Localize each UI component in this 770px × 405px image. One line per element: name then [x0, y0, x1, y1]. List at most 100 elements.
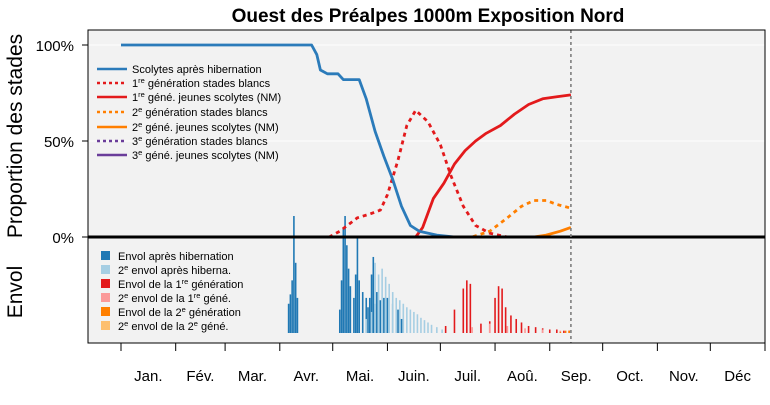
- x-ticks: [120, 343, 766, 351]
- plot-frame: [87, 29, 766, 344]
- flight-bar: [376, 292, 378, 333]
- flight-bar: [377, 274, 380, 333]
- x-tick-label: Jan.: [134, 368, 162, 385]
- series-line: [121, 199, 572, 239]
- flight-bar: [506, 325, 509, 333]
- legend-swatch: [101, 251, 110, 260]
- flight-bar: [406, 307, 408, 333]
- flight-bar: [427, 322, 429, 333]
- x-tick-labels: Jan. Fév. Mar. Avr. Mai. Juin. Juil. Aoû. Sep. Oc…: [134, 368, 751, 385]
- flight-bar: [444, 325, 447, 333]
- flight-bar: [564, 330, 567, 333]
- x-tick-label: Avr.: [293, 368, 319, 385]
- flight-bar: [296, 297, 299, 333]
- legend-text: Envol après hibernation: [118, 251, 234, 263]
- flight-bar: [462, 288, 465, 333]
- y-axis-label-bottom: Envol: [4, 266, 27, 319]
- curve-legend: Scolytes après hibernation 1re génératio…: [97, 64, 281, 162]
- flight-bar: [409, 309, 412, 333]
- x-tick-label: Aoû.: [507, 368, 538, 385]
- legend-label: 2e génération stades blancs: [132, 105, 268, 119]
- flight-bar: [397, 309, 399, 333]
- y-ticks: 100% 50% 0%: [36, 38, 88, 247]
- flight-bar: [365, 318, 368, 333]
- flight-bar: [541, 329, 544, 333]
- flight-bar: [293, 216, 295, 333]
- x-tick-label: Oct.: [616, 368, 644, 385]
- flight-bar: [548, 329, 551, 333]
- legend-swatch: [101, 321, 110, 330]
- flight-bar: [370, 274, 373, 333]
- flight-bar: [398, 300, 401, 333]
- legend-text: Scolytes après hibernation: [132, 64, 262, 76]
- legend-label: 2e envol de la 2e géné.: [118, 319, 229, 333]
- flight-bar: [346, 245, 348, 333]
- plot-background: [88, 30, 765, 343]
- legend-swatch: [101, 265, 110, 274]
- flight-bar: [356, 237, 359, 333]
- flight-bar: [370, 311, 373, 333]
- flight-bar: [416, 314, 419, 333]
- legend-item: Envol après hibernation: [101, 251, 234, 263]
- legend-label: Envol de la 2e génération: [118, 305, 241, 319]
- flight-bar: [501, 288, 503, 333]
- legend-label: Scolytes après hibernation: [132, 64, 262, 76]
- flight-bar: [342, 227, 345, 333]
- legend-item: 2e envol après hiberna.: [101, 263, 231, 277]
- legend-swatch: [101, 307, 110, 316]
- x-tick-label: Nov.: [669, 368, 699, 385]
- flight-bar: [441, 329, 443, 333]
- x-tick-label: Mai.: [346, 368, 374, 385]
- series-line: [121, 43, 571, 239]
- flight-bar: [400, 318, 403, 333]
- flight-bar: [344, 216, 346, 333]
- flight-bars: [287, 216, 570, 333]
- legend-item: 2e géné. jeunes scolytes (NM): [97, 120, 279, 134]
- flight-bar: [453, 309, 456, 333]
- flight-bar: [367, 307, 369, 333]
- legend-label: 2e envol de la 1re géné.: [118, 291, 231, 305]
- flight-bar: [436, 327, 438, 333]
- flight-bar: [287, 303, 290, 333]
- flight-bar: [527, 325, 530, 333]
- flight-bar: [361, 292, 364, 333]
- flight-bar: [391, 292, 394, 333]
- flight-bar: [294, 262, 297, 333]
- flight-bar: [340, 280, 343, 333]
- flight-bar: [480, 323, 482, 333]
- legend-label: 1re géné. jeunes scolytes (NM): [132, 90, 281, 104]
- legend-label: 3e géné. jeunes scolytes (NM): [132, 148, 279, 162]
- flight-legend: Envol après hibernation 2e envol après h…: [101, 251, 243, 333]
- legend-item: 2e envol de la 2e géné.: [101, 319, 229, 333]
- x-tick-label: Fév.: [186, 368, 214, 385]
- y-axis-label-top: Proportion des stades: [4, 34, 27, 238]
- legend-item: Envol de la 2e génération: [101, 305, 241, 319]
- flight-bar: [338, 309, 341, 333]
- flight-bar: [353, 297, 355, 333]
- flight-bar: [402, 303, 405, 333]
- y-tick-label: 50%: [44, 134, 74, 151]
- flight-bar: [374, 262, 376, 333]
- legend-item: Envol de la 1re génération: [101, 277, 243, 291]
- flight-bar: [471, 327, 473, 333]
- flight-bar: [381, 268, 383, 333]
- x-tick-label: Juil.: [454, 368, 481, 385]
- x-tick-label: Juin.: [398, 368, 430, 385]
- x-tick-label: Sep.: [561, 368, 592, 385]
- flight-bar: [388, 283, 390, 333]
- flight-bar: [384, 276, 387, 333]
- legend-label: 2e envol après hiberna.: [118, 263, 231, 277]
- flight-bar: [420, 317, 422, 333]
- legend-item: 1re géné. jeunes scolytes (NM): [97, 90, 281, 104]
- flight-bar: [504, 307, 507, 333]
- flight-bar: [488, 323, 491, 333]
- flight-bar: [349, 286, 352, 333]
- legend-item: 3e géné. jeunes scolytes (NM): [97, 148, 279, 162]
- legend-item: 2e envol de la 1re géné.: [101, 291, 231, 305]
- x-tick-label: Mar.: [238, 368, 267, 385]
- flight-bar: [515, 318, 518, 333]
- legend-item: 1re génération stades blancs: [97, 76, 271, 90]
- flight-bar: [568, 330, 570, 333]
- flight-bar: [354, 274, 357, 333]
- flight-bar: [291, 280, 293, 333]
